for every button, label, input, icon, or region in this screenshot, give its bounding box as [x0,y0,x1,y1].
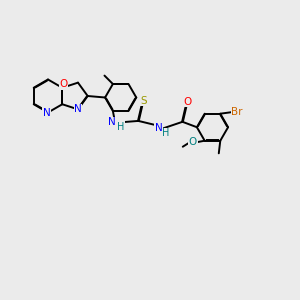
Text: H: H [162,128,170,138]
Text: O: O [184,97,192,107]
Text: N: N [154,123,162,134]
Text: O: O [189,137,197,147]
Text: O: O [60,79,68,89]
Text: N: N [43,107,50,118]
Text: Br: Br [231,107,243,117]
Text: H: H [117,122,125,132]
Text: S: S [140,96,147,106]
Text: N: N [108,117,116,128]
Text: N: N [74,104,82,114]
